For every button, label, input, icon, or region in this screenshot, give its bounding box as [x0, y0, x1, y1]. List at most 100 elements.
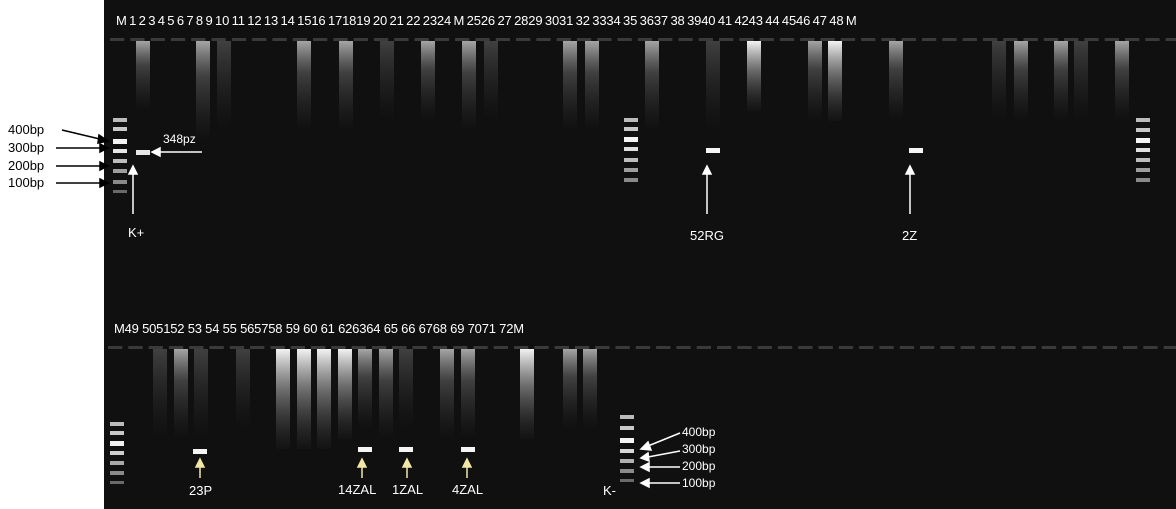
- lane-smear: [563, 349, 577, 429]
- gel-well: [901, 38, 916, 41]
- ladder-label-100bp-left: 100bp: [8, 175, 45, 190]
- lane-smear: [706, 41, 720, 131]
- top-wells: [110, 38, 1176, 41]
- gel-well: [373, 38, 389, 41]
- gel-well: [576, 38, 592, 41]
- gel-well: [861, 38, 876, 41]
- gel-well: [353, 38, 368, 41]
- lane-smear: [1014, 41, 1028, 121]
- lane-smear: [585, 41, 599, 131]
- ladder-label-300bp-right: 300bp: [682, 442, 716, 456]
- gel-well: [678, 38, 693, 41]
- lane-smear: [136, 41, 150, 111]
- gel-well: [881, 38, 896, 41]
- lane-smear: [583, 349, 597, 429]
- band-lane-1: [136, 150, 150, 155]
- gel-well: [1123, 346, 1138, 349]
- gel-well: [432, 346, 448, 349]
- gel-well: [191, 38, 206, 41]
- lane-smear: [520, 349, 534, 439]
- gel-well: [777, 346, 793, 349]
- gel-well: [942, 38, 957, 41]
- gel-well: [311, 346, 326, 349]
- gel-well: [516, 38, 531, 41]
- gel-well: [331, 346, 346, 349]
- gel-well: [1163, 346, 1176, 349]
- gel-well: [899, 346, 914, 349]
- gel-well: [170, 38, 186, 41]
- gel-well: [211, 38, 226, 41]
- gel-well: [617, 38, 632, 41]
- gel-well: [270, 346, 285, 349]
- lane-smear: [440, 349, 454, 439]
- gel-well: [719, 38, 734, 41]
- gel-well: [1064, 38, 1079, 41]
- gel-well: [920, 346, 935, 349]
- gel-well: [453, 346, 468, 349]
- lane-smear: [379, 349, 393, 439]
- gel-well: [394, 38, 409, 41]
- lane-smear: [236, 349, 250, 429]
- lane-smear: [153, 349, 167, 439]
- sample-arrows-yellow: [194, 457, 473, 478]
- gel-well: [757, 346, 772, 349]
- lane-smear: [339, 41, 353, 131]
- gel-well: [960, 346, 975, 349]
- ladder-label-400bp-right: 400bp: [682, 425, 716, 439]
- gel-well: [739, 38, 754, 41]
- gel-well: [1023, 38, 1038, 41]
- gel-well: [252, 38, 267, 41]
- gel-well: [130, 38, 145, 41]
- label-14zal: 14ZAL: [338, 482, 377, 497]
- gel-well: [676, 346, 691, 349]
- gel-well: [1084, 38, 1099, 41]
- ladder-lane-top-right: [1136, 118, 1150, 182]
- gel-well: [414, 38, 429, 41]
- gel-well: [820, 38, 835, 41]
- ladder-label-200bp-right: 200bp: [682, 459, 716, 473]
- gel-well: [1003, 38, 1018, 41]
- lane-smear: [297, 349, 311, 449]
- gel-well: [189, 346, 204, 349]
- gel-well: [798, 346, 813, 349]
- lane-smear: [217, 41, 231, 131]
- label-52rg: 52RG: [690, 228, 724, 243]
- lane-smear: [380, 41, 394, 121]
- label-1zal: 1ZAL: [392, 482, 424, 497]
- annotation-arrows: [127, 146, 916, 489]
- gel-well: [534, 346, 549, 349]
- top-smears: [136, 41, 1129, 141]
- gel-well: [940, 346, 955, 349]
- ladder-label-100bp-right: 100bp: [682, 476, 716, 490]
- ladder-lane-bottom-left: [110, 422, 124, 484]
- gel-well: [292, 38, 307, 41]
- gel-well: [962, 38, 977, 41]
- gel-well: [1145, 38, 1160, 41]
- bottom-smears: [153, 349, 597, 449]
- band-1zal: [399, 447, 413, 452]
- lane-smear: [338, 349, 352, 439]
- gel-well: [779, 38, 795, 41]
- gel-well: [290, 346, 305, 349]
- gel-well: [1165, 38, 1176, 41]
- gel-well: [574, 346, 590, 349]
- gel-well: [980, 346, 996, 349]
- gel-well: [1102, 346, 1117, 349]
- gel-well: [1143, 346, 1158, 349]
- pcr-bands: [136, 148, 923, 454]
- gel-well: [333, 38, 348, 41]
- gel-well: [656, 346, 671, 349]
- gel-well: [597, 38, 612, 41]
- gel-well: [1001, 346, 1016, 349]
- lane-smear: [1054, 41, 1068, 121]
- gel-well: [392, 346, 407, 349]
- gel-well: [455, 38, 470, 41]
- gel-well: [493, 346, 508, 349]
- lane-smear: [747, 41, 761, 111]
- gel-well: [1043, 38, 1059, 41]
- ladder-lane-bottom-middle: [620, 415, 634, 482]
- lane-smear: [461, 349, 475, 439]
- gel-well: [473, 346, 488, 349]
- gel-well: [1041, 346, 1057, 349]
- bottom-lane-labels: M49 505152 53 54 55 565758 59 60 61 6263…: [114, 321, 524, 336]
